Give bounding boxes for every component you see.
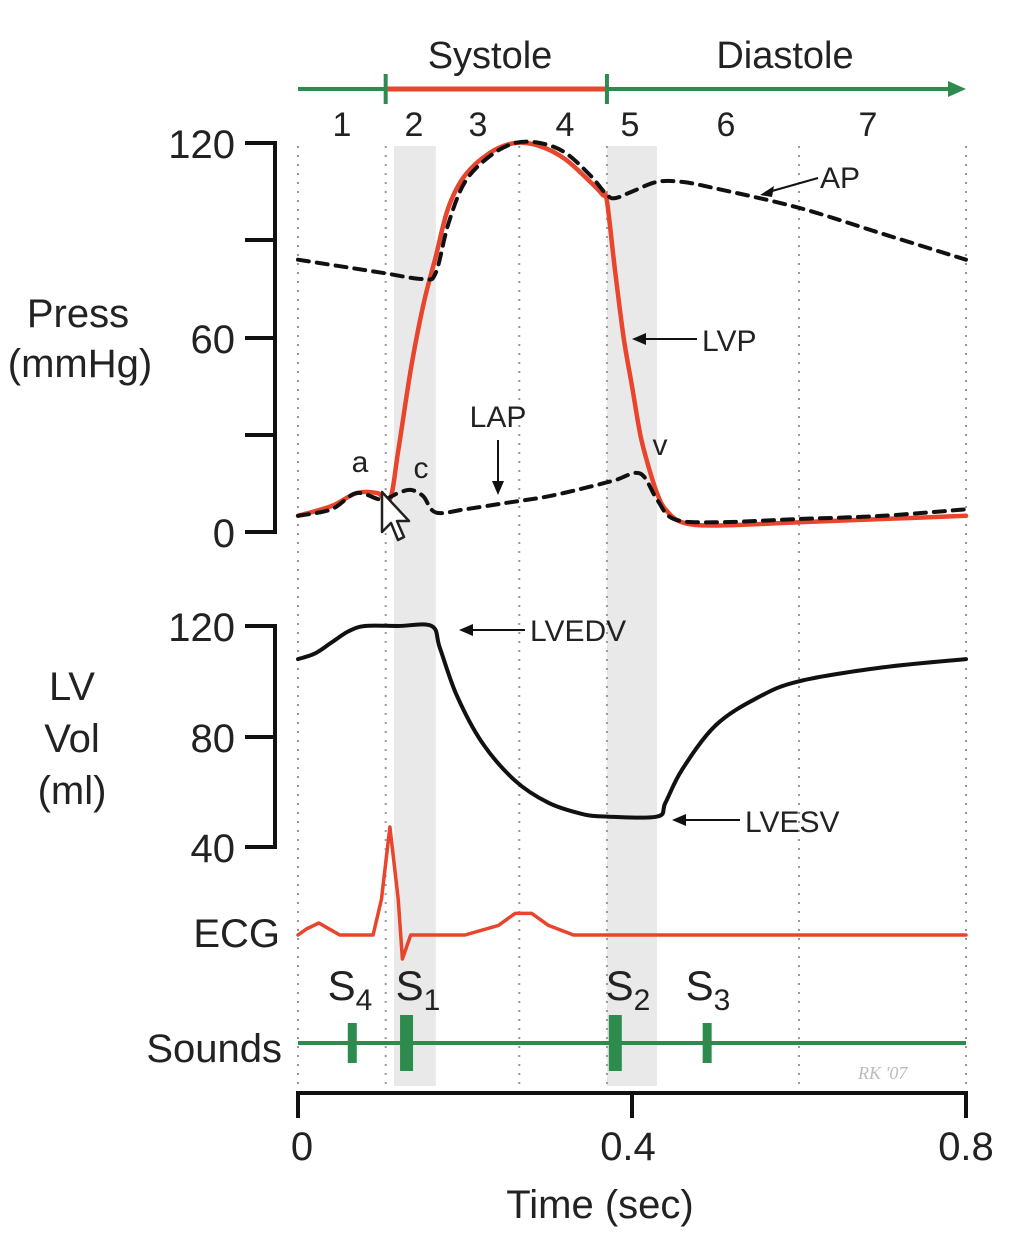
s4-label: S4: [328, 962, 373, 1017]
curves: [295, 139, 969, 1071]
lvp-annotation: LVP: [702, 325, 756, 358]
s3-sound-marker: [702, 1023, 712, 1063]
phase-header: Systole Diastole 1 2 3 4 5 6 7: [298, 35, 966, 144]
s3-label: S3: [686, 962, 731, 1017]
phase-number-3: 3: [469, 106, 488, 144]
pressure-ylabel-line1: Press: [27, 292, 129, 336]
phase-number-1: 1: [333, 106, 352, 144]
pressure-ylabel-line2: (mmHg): [8, 342, 152, 386]
author-signature: RK '07: [857, 1063, 908, 1083]
diastole-label: Diastole: [716, 35, 853, 77]
sounds-label: Sounds: [146, 1027, 282, 1071]
phase-bar-arrowhead: [948, 81, 966, 97]
s2-label: S2: [606, 962, 651, 1017]
pressure-y-axis: 120 60 0 Press (mmHg): [8, 123, 277, 556]
lap-annotation: LAP: [470, 401, 527, 434]
v-wave-label: v: [653, 429, 668, 462]
s1-sound-marker: [400, 1015, 414, 1071]
phase-bar: [298, 74, 966, 104]
time-tick-label-0.4: 0.4: [600, 1125, 656, 1169]
ecg-label: ECG: [193, 912, 280, 956]
pressure-tick-label-60: 60: [191, 318, 236, 362]
ap-curve: [296, 139, 968, 282]
ap-arrowhead: [760, 186, 774, 197]
ap-arrow: [764, 177, 819, 194]
phase-number-5: 5: [621, 106, 640, 144]
a-wave-label: a: [352, 446, 369, 479]
volume-ylabel-line1: LV: [49, 665, 95, 709]
volume-tick-label-80: 80: [191, 717, 236, 761]
s2-sound-marker: [608, 1015, 622, 1071]
volume-tick-label-120: 120: [168, 606, 235, 650]
time-tick-label-0: 0: [291, 1125, 313, 1169]
lv-volume-curve: [296, 622, 968, 820]
s1-label: S1: [396, 962, 441, 1017]
volume-ylabel-line3: (ml): [38, 769, 107, 813]
c-wave-label: c: [414, 452, 429, 485]
volume-ylabel-line2: Vol: [44, 717, 100, 761]
volume-tick-label-40: 40: [191, 827, 236, 871]
lap-arrowhead: [492, 481, 504, 495]
s4-sound-marker: [347, 1023, 357, 1063]
time-tick-label-0.8: 0.8: [938, 1125, 994, 1169]
phase-number-6: 6: [717, 106, 736, 144]
time-gridlines: [297, 146, 967, 1088]
systole-label: Systole: [428, 35, 553, 77]
mouse-cursor-icon: [380, 490, 411, 542]
pressure-tick-label-0: 0: [213, 512, 235, 556]
time-x-axis: 0 0.4 0.8 Time (sec): [291, 1091, 994, 1227]
heart-sound-labels: S4 S1 S2 S3: [328, 962, 731, 1017]
pressure-tick-label-120: 120: [168, 123, 235, 167]
lvedv-annotation: LVEDV: [530, 615, 626, 648]
lvesv-arrowhead: [672, 814, 686, 826]
phase-number-4: 4: [556, 106, 575, 144]
lvp-arrowhead: [632, 333, 646, 345]
isovolumetric-band-2: [606, 146, 658, 1086]
phase-number-7: 7: [859, 106, 878, 144]
annotations: AP LVP LAP a c v LVEDV LVESV: [352, 162, 860, 839]
ap-annotation: AP: [820, 162, 860, 195]
lvedv-arrowhead: [459, 624, 473, 636]
phase-number-2: 2: [405, 106, 424, 144]
ecg-trace: [296, 825, 968, 961]
lvesv-annotation: LVESV: [745, 806, 840, 839]
volume-y-axis: 120 80 40 LV Vol (ml): [38, 606, 277, 871]
time-axis-title: Time (sec): [506, 1183, 693, 1227]
